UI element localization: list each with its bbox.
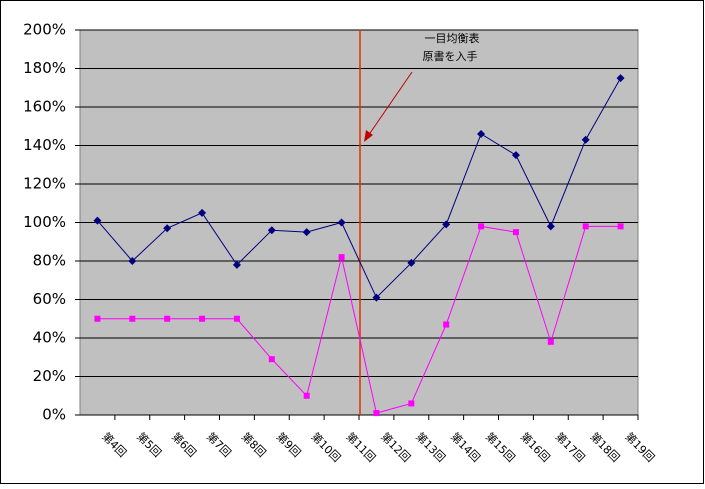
series-line: [97, 225, 621, 414]
annotation-text: 一目均衡表: [425, 31, 480, 45]
marker: [616, 74, 625, 83]
y-tick-label: 100%: [23, 213, 66, 231]
marker: [267, 226, 276, 235]
marker: [164, 315, 171, 322]
marker: [407, 258, 416, 267]
marker: [478, 223, 485, 230]
marker: [233, 315, 240, 322]
marker: [477, 129, 486, 138]
y-tick-label: 40%: [33, 329, 66, 347]
marker: [512, 229, 519, 236]
y-tick-label: 160%: [23, 98, 66, 116]
marker: [198, 208, 207, 217]
marker: [582, 223, 589, 230]
y-tick-label: 140%: [23, 136, 66, 154]
marker: [581, 135, 590, 144]
y-tick-label: 200%: [23, 21, 66, 39]
annotation-arrow: [367, 71, 413, 137]
marker: [442, 220, 451, 229]
marker: [443, 321, 450, 328]
marker: [163, 224, 172, 233]
marker: [128, 257, 137, 265]
y-tick-label: 80%: [33, 252, 66, 270]
y-tick-label: 0%: [42, 406, 66, 424]
marker: [303, 392, 310, 399]
y-tick-label: 20%: [33, 367, 66, 385]
grid: [80, 29, 638, 416]
marker: [94, 315, 101, 322]
marker: [338, 254, 345, 261]
series-line: [97, 77, 621, 299]
annotation-text: 原書を入手: [423, 49, 478, 63]
arrow-head: [364, 130, 373, 142]
y-tick-label: 60%: [33, 290, 66, 308]
marker: [93, 216, 102, 225]
marker: [268, 356, 275, 363]
marker: [199, 315, 206, 322]
marker: [617, 223, 624, 230]
marker: [372, 293, 381, 302]
marker: [373, 410, 380, 417]
marker: [547, 338, 554, 345]
marker: [129, 315, 136, 322]
y-tick-label: 180%: [23, 59, 66, 77]
marker: [408, 400, 415, 407]
marker: [511, 151, 520, 160]
marker: [232, 260, 241, 269]
marker: [302, 228, 311, 237]
y-tick-label: 120%: [23, 175, 66, 193]
marker: [337, 218, 346, 227]
marker: [546, 222, 555, 231]
